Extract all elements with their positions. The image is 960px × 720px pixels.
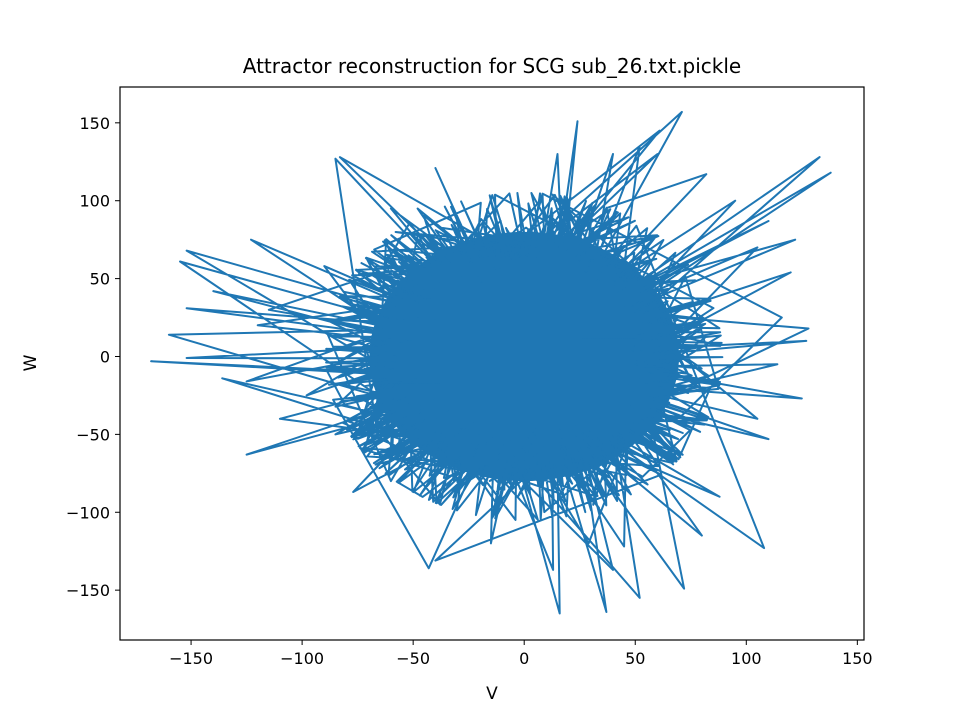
x-tick-label: 150 bbox=[842, 649, 873, 668]
x-axis-label: V bbox=[486, 684, 498, 704]
y-tick-label: −100 bbox=[66, 503, 110, 522]
y-tick-label: 150 bbox=[79, 114, 110, 133]
y-tick-label: 0 bbox=[100, 347, 110, 366]
x-tick-label: 50 bbox=[625, 649, 645, 668]
y-tick-label: −50 bbox=[76, 425, 110, 444]
x-tick-label: −50 bbox=[396, 649, 430, 668]
y-axis-label: W bbox=[21, 354, 41, 371]
y-axis: −150 −100 −50 0 50 100 150 bbox=[66, 114, 120, 600]
x-tick-label: 0 bbox=[519, 649, 529, 668]
y-tick-label: −150 bbox=[66, 581, 110, 600]
y-tick-label: 50 bbox=[90, 270, 110, 289]
series-layer bbox=[150, 110, 832, 615]
x-tick-label: −150 bbox=[169, 649, 213, 668]
trajectory-line bbox=[150, 110, 832, 615]
x-tick-label: 100 bbox=[731, 649, 762, 668]
chart-title: Attractor reconstruction for SCG sub_26.… bbox=[243, 54, 742, 78]
x-axis: −150 −100 −50 0 50 100 150 bbox=[169, 640, 873, 668]
x-tick-label: −100 bbox=[280, 649, 324, 668]
plot-frame bbox=[119, 86, 865, 641]
y-tick-label: 100 bbox=[79, 192, 110, 211]
